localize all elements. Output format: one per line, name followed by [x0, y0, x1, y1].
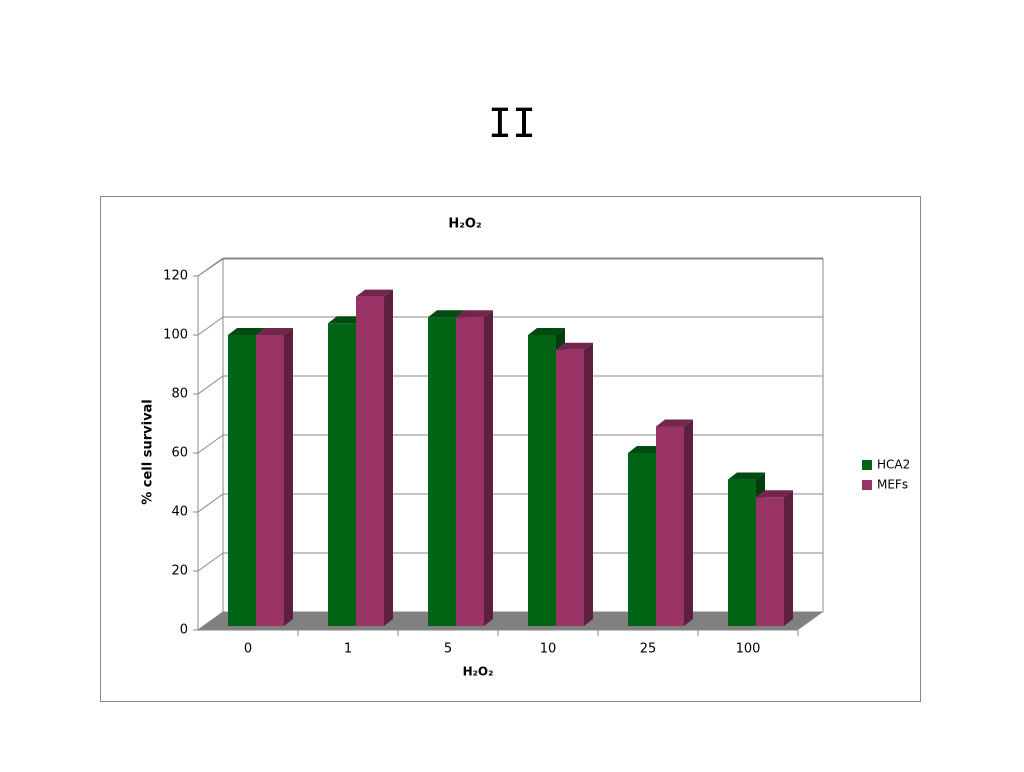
- bar-top: [556, 342, 593, 350]
- y-tick-label: 40: [171, 505, 188, 520]
- bar-top: [356, 289, 393, 297]
- y-tick-label: 60: [171, 446, 188, 461]
- bar-front: [228, 335, 256, 626]
- bar: [556, 342, 593, 626]
- grid-side: [197, 493, 224, 513]
- bar: [456, 310, 493, 626]
- grid-line: [197, 434, 823, 454]
- grid-side: [197, 434, 224, 454]
- x-tick-label: 5: [444, 642, 452, 657]
- y-tick-label: 20: [171, 564, 188, 579]
- bar-front: [628, 453, 656, 626]
- bar-top: [456, 310, 493, 318]
- x-axis-label: H₂O₂: [463, 665, 494, 679]
- grid-line: [197, 316, 823, 336]
- bar-top: [756, 490, 793, 498]
- y-tick-label: 120: [163, 269, 188, 284]
- y-tick-label: 0: [180, 623, 188, 638]
- bar-side: [584, 342, 593, 626]
- bar-side: [784, 490, 793, 626]
- bar-front: [328, 323, 356, 626]
- bar: [728, 472, 765, 626]
- x-tick-label: 25: [640, 642, 657, 657]
- bar-front: [456, 317, 484, 626]
- grid-side: [197, 257, 224, 277]
- x-tick-label: 100: [736, 642, 761, 657]
- y-tick-label: 80: [171, 387, 188, 402]
- x-tick-label: 0: [244, 642, 252, 657]
- grid-side: [197, 375, 224, 395]
- bar-top: [628, 446, 665, 453]
- bar: [756, 490, 793, 626]
- bar: [256, 328, 293, 626]
- x-tick-label: 1: [344, 642, 352, 657]
- chart-title: H₂O₂: [448, 217, 481, 232]
- bar-front: [428, 317, 456, 626]
- grid-line: [197, 493, 823, 513]
- bar: [356, 289, 393, 626]
- grid-side: [197, 552, 224, 572]
- bar-top: [528, 328, 565, 335]
- bar-front: [756, 497, 784, 626]
- bar-top: [256, 328, 293, 335]
- bar-top: [428, 310, 465, 318]
- bar-front: [528, 335, 556, 626]
- bar-top: [728, 472, 765, 480]
- bar-front: [256, 335, 284, 626]
- bar-top: [656, 419, 693, 427]
- bar-side: [484, 310, 493, 626]
- grid-side: [197, 316, 224, 336]
- bar: [656, 419, 693, 626]
- grid-line: [197, 375, 823, 395]
- bar-front: [728, 479, 756, 626]
- grid-line: [197, 552, 823, 572]
- x-tick-label: 10: [540, 642, 557, 657]
- bar-side: [384, 289, 393, 626]
- legend-swatch: [862, 480, 872, 490]
- bar-front: [356, 296, 384, 626]
- bar-front: [556, 349, 584, 626]
- bar-side: [684, 419, 693, 626]
- legend-label: MEFs: [877, 478, 908, 492]
- bar-front: [656, 426, 684, 626]
- y-axis-label: % cell survival: [141, 399, 156, 505]
- bar-top: [228, 328, 265, 335]
- legend-label: HCA2: [877, 458, 910, 472]
- slide-title: II: [488, 101, 536, 147]
- bar-side: [284, 328, 293, 626]
- bar-top: [328, 316, 365, 324]
- legend-swatch: [862, 460, 872, 470]
- y-tick-label: 100: [163, 328, 188, 343]
- grid-line: [197, 257, 823, 277]
